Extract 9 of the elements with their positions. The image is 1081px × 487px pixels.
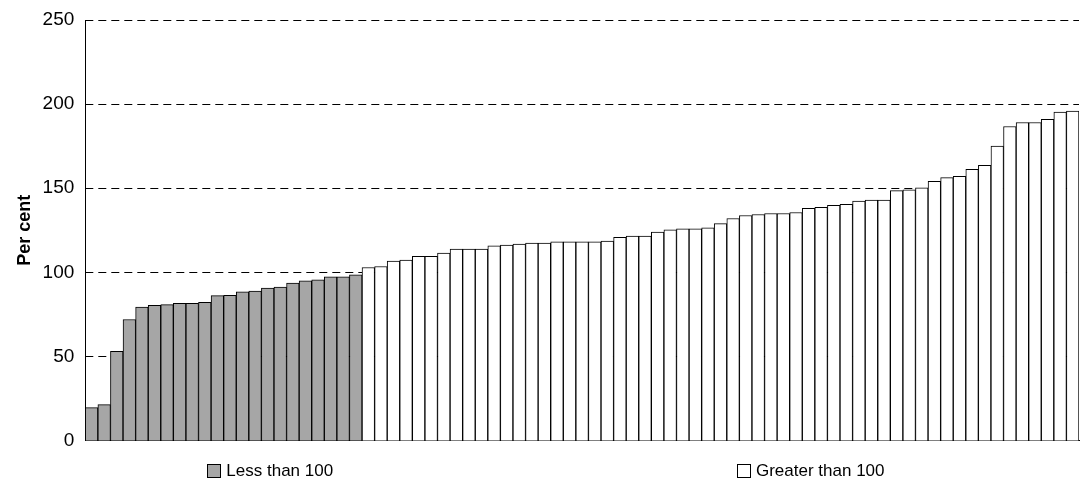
y-tick-label: 200	[42, 92, 75, 114]
y-tick-label: 250	[42, 8, 75, 30]
legend-label: Less than 100	[226, 461, 334, 481]
y-tick-label: 0	[63, 428, 75, 450]
y-axis-title: Per cent	[13, 194, 34, 266]
series-label: Greater than 100	[755, 461, 885, 481]
y-tick-label: 150	[42, 176, 75, 198]
y-tick-label: 100	[42, 260, 75, 282]
y-tick-label: 50	[53, 344, 75, 366]
